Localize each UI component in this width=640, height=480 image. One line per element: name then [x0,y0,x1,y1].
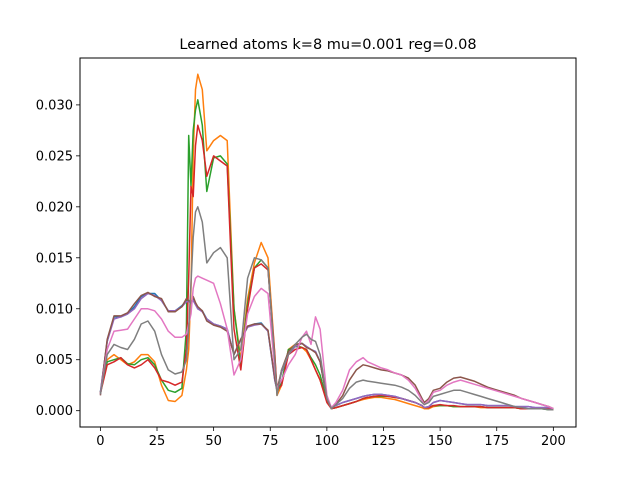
y-tick-label: 0.005 [36,353,73,368]
series-line-5 [99,292,554,410]
y-tick-label: 0.025 [36,149,73,164]
axes-frame [79,57,577,428]
y-axis: 0.000 0.005 0.010 0.015 0.020 0.025 0.030 [36,98,80,419]
plot-lines [99,73,554,411]
x-tick-label: 100 [314,434,339,449]
series-line-8 [99,206,554,411]
y-tick-label: 0.015 [36,251,73,266]
x-axis: 0 25 50 75 100 125 150 175 200 [96,427,566,449]
y-tick-label: 0.030 [36,98,73,113]
series-line-2 [99,73,554,411]
series-line-7 [99,275,554,410]
x-tick-label: 25 [149,434,166,449]
x-tick-label: 75 [262,434,279,449]
chart-title: Learned atoms k=8 mu=0.001 reg=0.08 [179,37,476,53]
x-tick-label: 0 [96,434,104,449]
x-tick-label: 150 [428,434,453,449]
series-line-3 [99,99,554,411]
x-tick-label: 175 [484,434,509,449]
y-tick-label: 0.000 [36,404,73,419]
series-line-6 [99,291,554,410]
x-tick-label: 125 [371,434,396,449]
y-tick-label: 0.020 [36,200,73,215]
series-line-4 [99,124,554,411]
x-tick-label: 200 [541,434,566,449]
x-tick-label: 50 [205,434,222,449]
y-tick-label: 0.010 [36,302,73,317]
